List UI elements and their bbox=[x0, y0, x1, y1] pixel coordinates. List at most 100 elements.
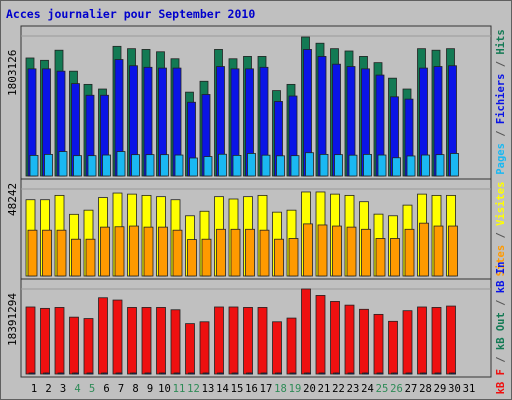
bar-kb-kb-f-day-3 bbox=[54, 307, 65, 375]
bar-visits-sites-day-30 bbox=[448, 225, 458, 277]
bar-hits-pages-day-13 bbox=[203, 156, 213, 177]
bar-hits-pages-day-21 bbox=[319, 154, 329, 177]
day-label-16: 16 bbox=[245, 383, 258, 395]
bar-kb-kb-in-day-12 bbox=[190, 372, 195, 375]
bar-visits-sites-day-10 bbox=[158, 226, 168, 277]
day-labels: 1 2 3 4 5 6 7 8 9 10 11 12 13 14 15 16 17 18 19 20 21 22 23 24 2… bbox=[31, 383, 475, 395]
bar-kb-kb-f-day-26 bbox=[388, 320, 398, 375]
bar-hits-pages-day-14 bbox=[218, 153, 227, 177]
day-label-23: 23 bbox=[347, 383, 360, 395]
bar-kb-kb-f-day-30 bbox=[446, 305, 456, 375]
bar-hits-pages-day-6 bbox=[102, 154, 111, 177]
bar-kb-kb-in-day-26 bbox=[393, 372, 398, 375]
day-label-11: 11 bbox=[173, 383, 186, 395]
day-label-27: 27 bbox=[405, 383, 418, 395]
bar-kb-kb-f-day-16 bbox=[243, 307, 253, 375]
bar-visits-sites-day-9 bbox=[143, 226, 154, 277]
day-label-6: 6 bbox=[103, 383, 109, 395]
bar-kb-kb-f-day-28 bbox=[417, 306, 427, 375]
bar-hits-pages-day-3 bbox=[58, 151, 68, 177]
bar-hits-pages-day-2 bbox=[44, 154, 53, 177]
bar-kb-kb-in-day-19 bbox=[291, 372, 297, 375]
day-label-1: 1 bbox=[31, 383, 37, 395]
bar-hits-pages-day-1 bbox=[29, 155, 39, 177]
panel-hits-legend-part-3: / bbox=[495, 55, 507, 74]
bar-visits-sites-day-6 bbox=[100, 226, 110, 277]
day-label-28: 28 bbox=[419, 383, 432, 395]
bar-visits-sites-day-25 bbox=[375, 238, 386, 277]
bar-kb-kb-in-day-23 bbox=[349, 372, 355, 375]
panel-visits-legend-part-2: Visites bbox=[495, 182, 507, 226]
bar-kb-kb-in-day-22 bbox=[335, 372, 340, 375]
bar-visits-sites-day-3 bbox=[56, 229, 67, 277]
day-label-9: 9 bbox=[147, 383, 153, 395]
day-label-10: 10 bbox=[158, 383, 171, 395]
bar-kb-kb-in-day-16 bbox=[248, 372, 253, 375]
panel-visits-ymax-label: 48242 bbox=[6, 183, 19, 216]
day-label-22: 22 bbox=[332, 383, 345, 395]
day-label-12: 12 bbox=[187, 383, 200, 395]
day-label-19: 19 bbox=[289, 383, 302, 395]
bar-kb-kb-in-day-28 bbox=[422, 372, 427, 375]
day-label-31: 31 bbox=[463, 383, 476, 395]
panel-hits: 1803126 bbox=[6, 25, 492, 180]
bar-visits-sites-day-16 bbox=[245, 228, 255, 277]
bar-hits-pages-day-19 bbox=[290, 155, 300, 177]
bar-kb-kb-in-day-10 bbox=[161, 372, 166, 375]
bar-visits-sites-day-12 bbox=[187, 239, 197, 277]
bar-kb-kb-f-day-7 bbox=[112, 299, 123, 375]
bar-kb-kb-f-day-15 bbox=[228, 306, 239, 375]
panel-kb-legend-part-4: kB In bbox=[495, 262, 507, 294]
chart-title: Acces journalier pour September 2010 bbox=[6, 7, 255, 21]
bar-kb-kb-in-day-3 bbox=[59, 372, 65, 375]
bar-kb-kb-f-day-23 bbox=[344, 304, 355, 375]
day-label-25: 25 bbox=[376, 383, 389, 395]
day-label-13: 13 bbox=[202, 383, 215, 395]
bar-kb-kb-f-day-12 bbox=[185, 323, 195, 375]
bar-kb-kb-in-day-5 bbox=[88, 372, 94, 375]
panel-kb-ymax-label: 18391294 bbox=[6, 293, 19, 346]
bar-kb-kb-in-day-15 bbox=[233, 372, 239, 375]
bar-kb-kb-f-day-4 bbox=[69, 316, 79, 375]
bar-hits-pages-day-24 bbox=[363, 154, 372, 177]
panel-hits-legend-part-2: Fichiers bbox=[495, 74, 507, 125]
bar-kb-kb-f-day-22 bbox=[330, 301, 340, 375]
bar-visits-sites-day-4 bbox=[71, 238, 81, 277]
bar-kb-kb-in-day-30 bbox=[451, 372, 456, 375]
bar-kb-kb-f-day-9 bbox=[141, 307, 152, 375]
bar-kb-kb-f-day-6 bbox=[98, 297, 108, 375]
bar-visits-sites-day-11 bbox=[172, 229, 183, 277]
bar-kb-kb-in-day-6 bbox=[103, 372, 108, 375]
bar-visits-sites-day-28 bbox=[419, 222, 429, 277]
bar-visits-sites-day-2 bbox=[42, 229, 52, 277]
panel-hits-ymax-label: 1803126 bbox=[6, 50, 19, 96]
bar-kb-kb-in-day-20 bbox=[306, 372, 311, 375]
bar-visits-sites-day-17 bbox=[259, 229, 270, 277]
bar-kb-kb-f-day-13 bbox=[199, 321, 210, 375]
bar-kb-kb-in-day-21 bbox=[320, 372, 326, 375]
bar-kb-kb-in-day-7 bbox=[117, 372, 123, 375]
bar-hits-pages-day-9 bbox=[145, 154, 155, 177]
bar-visits-sites-day-23 bbox=[346, 226, 357, 277]
bar-kb-kb-f-day-2 bbox=[40, 307, 50, 375]
bar-kb-kb-in-day-1 bbox=[30, 372, 36, 375]
bar-kb-kb-in-day-18 bbox=[277, 372, 282, 375]
panel-hits-legend-part-4: Hits bbox=[495, 29, 507, 54]
bar-kb-kb-f-day-20 bbox=[301, 288, 311, 375]
bar-kb-kb-in-day-14 bbox=[219, 372, 224, 375]
bar-kb-kb-in-day-27 bbox=[407, 372, 413, 375]
panel-kb-legend-part-3: / bbox=[495, 293, 507, 312]
bar-kb-kb-f-day-25 bbox=[373, 313, 384, 375]
bar-visits-sites-day-24 bbox=[361, 228, 371, 277]
bar-kb-kb-in-day-29 bbox=[436, 372, 442, 375]
day-label-3: 3 bbox=[60, 383, 66, 395]
bar-hits-pages-day-30 bbox=[450, 153, 459, 177]
bar-hits-pages-day-10 bbox=[160, 154, 169, 177]
bar-visits-sites-day-22 bbox=[332, 225, 342, 277]
bar-hits-pages-day-7 bbox=[116, 151, 126, 177]
bar-kb-kb-f-day-21 bbox=[315, 295, 326, 375]
panel-kb-legend-part-1: / bbox=[495, 350, 507, 369]
panel-visits-legend-label: Sites / Visites bbox=[495, 182, 507, 277]
bar-kb-kb-in-day-13 bbox=[204, 372, 210, 375]
